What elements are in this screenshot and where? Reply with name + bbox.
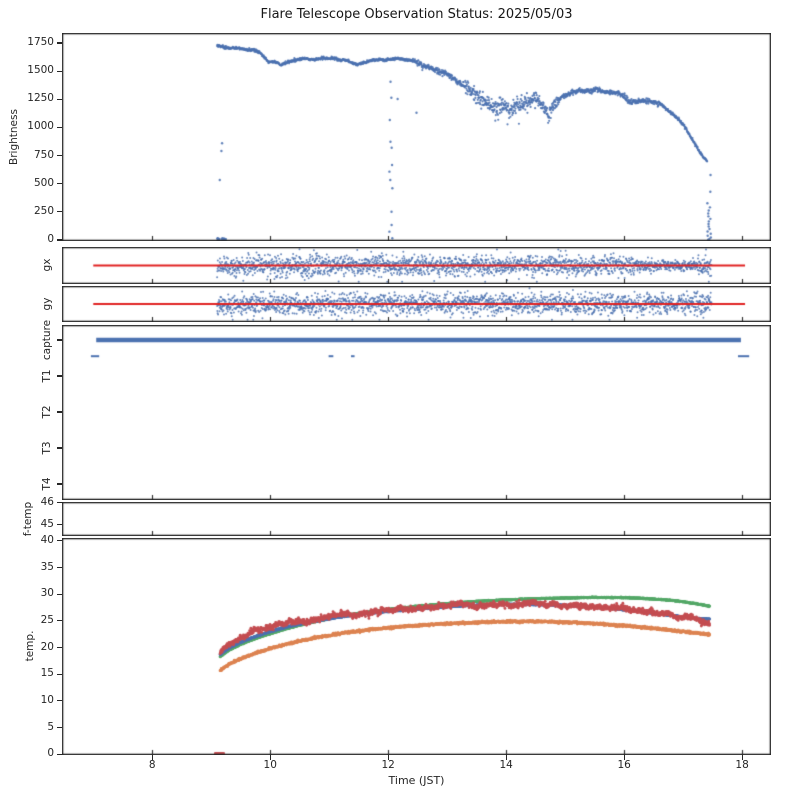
panel-ftemp (62, 502, 771, 536)
y-tick-mark (57, 673, 62, 675)
y-tick-mark (57, 524, 62, 526)
y-tick-mark (57, 753, 62, 755)
temp-tick-label: 15 (40, 667, 54, 680)
brightness-tick-label: 1750 (27, 36, 54, 49)
x-tick-mark (505, 755, 507, 760)
temp-tick-label: 40 (40, 533, 54, 546)
y-tick-mark (57, 126, 62, 128)
brightness-tick-label: 1000 (27, 120, 54, 133)
y-tick-mark (57, 540, 62, 542)
x-tick-mark (269, 755, 271, 760)
brightness-tick-label: 250 (33, 204, 54, 217)
x-tick-label: 18 (735, 759, 749, 771)
capture-tick-label: T3 (41, 441, 53, 455)
brightness-tick-label: 1500 (27, 64, 54, 77)
temp-tick-label: 10 (40, 693, 54, 706)
x-tick-label: 8 (148, 759, 156, 771)
capture-plot-canvas (62, 325, 771, 500)
brightness-tick-label: 1250 (27, 92, 54, 105)
gx-plot-canvas (62, 247, 771, 284)
x-tick-label: 12 (381, 759, 395, 771)
panel-gx (62, 247, 771, 284)
capture-tick-mark (57, 483, 62, 485)
temp-tick-label: 0 (47, 747, 54, 760)
panel-capture (62, 325, 771, 500)
panel-brightness (62, 33, 771, 241)
y-tick-mark (57, 700, 62, 702)
temp-tick-label: 30 (40, 587, 54, 600)
x-tick-label: 10 (263, 759, 277, 771)
y-tick-mark (57, 502, 62, 504)
x-tick-mark (623, 755, 625, 760)
brightness-tick-label: 500 (33, 176, 54, 189)
brightness-tick-label: 0 (47, 232, 54, 245)
brightness-plot-canvas (62, 33, 771, 241)
y-tick-mark (57, 42, 62, 44)
temp-tick-label: 35 (40, 560, 54, 573)
temp-tick-label: 20 (40, 640, 54, 653)
capture-tick-label: T1 (41, 369, 53, 383)
ftemp-plot-canvas (62, 502, 771, 536)
capture-tick-label: capture (41, 319, 53, 361)
x-tick-mark (387, 755, 389, 760)
x-tick-mark (741, 755, 743, 760)
y-tick-mark (57, 211, 62, 213)
y-tick-mark (57, 183, 62, 185)
x-tick-label: 16 (617, 759, 631, 771)
xaxis-label: Time (JST) (388, 774, 445, 787)
y-tick-mark (57, 593, 62, 595)
temp-tick-label: 25 (40, 613, 54, 626)
y-tick-mark (57, 567, 62, 569)
y-tick-mark (57, 98, 62, 100)
ylabel-gy: gy (41, 297, 53, 311)
y-tick-mark (57, 620, 62, 622)
capture-tick-mark (57, 375, 62, 377)
panel-gy (62, 286, 771, 322)
panel-temp (62, 538, 771, 755)
capture-tick-label: T4 (41, 477, 53, 491)
temp-tick-label: 5 (47, 720, 54, 733)
y-tick-mark (57, 239, 62, 241)
ftemp-tick-label: 45 (40, 517, 54, 530)
capture-tick-label: T2 (41, 405, 53, 419)
brightness-tick-label: 750 (33, 148, 54, 161)
x-tick-mark (151, 755, 153, 760)
y-tick-mark (57, 726, 62, 729)
capture-tick-mark (57, 339, 62, 341)
capture-tick-mark (57, 447, 62, 449)
y-tick-mark (57, 70, 62, 72)
ylabel-gx: gx (41, 258, 53, 272)
temp-plot-canvas (62, 538, 771, 755)
y-tick-mark (57, 647, 62, 649)
figure-title: Flare Telescope Observation Status: 2025… (260, 7, 573, 22)
ftemp-tick-label: 46 (40, 495, 54, 508)
y-tick-mark (57, 155, 62, 157)
gy-plot-canvas (62, 286, 771, 322)
capture-tick-mark (57, 411, 62, 413)
x-tick-label: 14 (499, 759, 513, 771)
